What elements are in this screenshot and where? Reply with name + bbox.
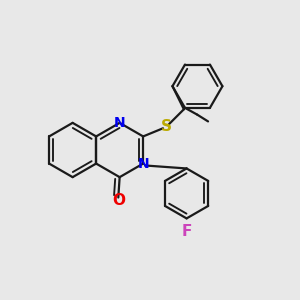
Text: N: N [114, 116, 125, 130]
Text: O: O [112, 193, 125, 208]
Text: F: F [182, 224, 192, 239]
Text: N: N [137, 157, 149, 171]
Text: S: S [161, 119, 172, 134]
